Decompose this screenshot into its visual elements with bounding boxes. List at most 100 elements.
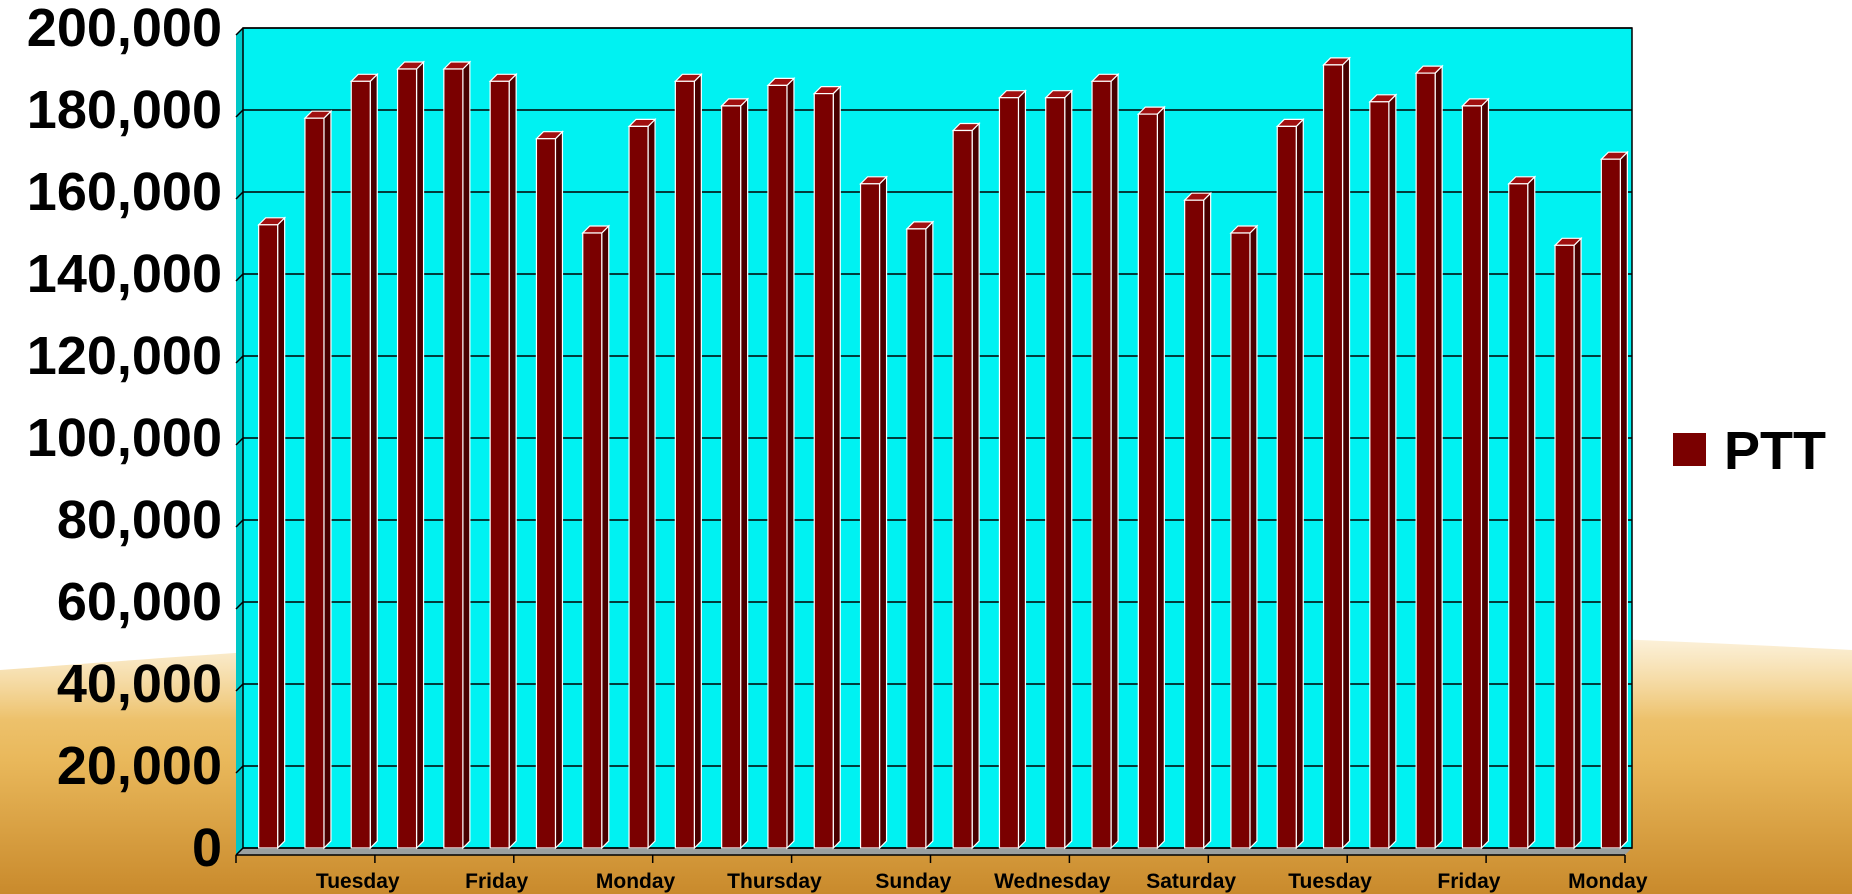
x-tick-label: Monday <box>1568 870 1648 893</box>
bar-front <box>1045 97 1066 849</box>
x-tick-label: Thursday <box>727 870 822 893</box>
bar <box>581 224 611 850</box>
bar <box>442 60 472 850</box>
bar-side <box>786 76 795 850</box>
y-tick-label: 60,000 <box>57 572 222 632</box>
bar-front <box>952 129 973 849</box>
bar-front <box>535 138 557 849</box>
bar-front <box>628 125 649 849</box>
bar-front <box>350 80 371 849</box>
bar <box>1090 72 1120 850</box>
bar-side <box>1573 236 1582 850</box>
bar <box>535 130 564 850</box>
bar-side <box>1064 89 1073 850</box>
bar-front <box>767 84 788 849</box>
gridline-depth <box>235 273 244 282</box>
y-tick-label: 100,000 <box>27 408 222 468</box>
bar-side <box>878 175 888 850</box>
bar-side <box>1017 89 1027 850</box>
bar <box>1229 224 1259 850</box>
bar-front <box>721 105 742 849</box>
bar-front <box>396 68 418 849</box>
bar-side <box>277 216 286 850</box>
bar-side <box>1249 224 1258 850</box>
bar <box>1461 97 1490 850</box>
bar-front <box>443 68 464 849</box>
y-tick-label: 200,000 <box>27 0 222 58</box>
x-tick-label: Friday <box>465 870 528 893</box>
gridline-depth <box>235 683 244 692</box>
x-tick-label: Wednesday <box>994 870 1111 893</box>
legend-swatch <box>1673 433 1706 466</box>
bar-side <box>1295 117 1304 850</box>
bar-front <box>1415 72 1436 849</box>
bar-front <box>1554 244 1575 849</box>
bar-side <box>1434 64 1443 850</box>
bar <box>1553 236 1583 850</box>
gridline-depth <box>235 437 244 446</box>
x-tick-label: Saturday <box>1146 870 1236 893</box>
bar-side <box>1480 97 1490 850</box>
bar <box>998 89 1027 850</box>
bar-side <box>925 220 934 850</box>
x-tick-label: Tuesday <box>1288 870 1372 893</box>
y-tick-label: 0 <box>192 818 222 878</box>
bar <box>905 220 935 850</box>
axes <box>235 854 1626 863</box>
bar-front <box>1508 183 1529 849</box>
bar <box>812 85 842 850</box>
bar-front <box>1600 158 1621 849</box>
bar <box>1136 105 1166 850</box>
bar <box>349 72 379 850</box>
bar-front <box>1276 125 1297 849</box>
bar-side <box>323 109 332 850</box>
bar <box>1599 150 1629 850</box>
bar <box>627 117 657 850</box>
bar-side <box>415 60 425 850</box>
bar-front <box>859 183 881 849</box>
bar <box>1414 64 1444 850</box>
bar-side <box>369 72 378 850</box>
bar <box>859 175 888 850</box>
y-tick-labels: 0 20,000 40,000 60,000 80,000 100,000 120,000 1… <box>27 0 222 878</box>
gridline-depth <box>235 191 244 200</box>
bar-side <box>832 85 841 850</box>
x-tick-label: Monday <box>596 870 676 893</box>
bar-front <box>1184 199 1205 849</box>
plot-floor <box>236 848 1632 855</box>
bar-front <box>1230 232 1251 849</box>
bar-front <box>582 232 603 849</box>
bar-front <box>1322 64 1344 849</box>
bar <box>766 76 796 850</box>
bars <box>257 56 1629 850</box>
x-tick-label: Sunday <box>875 870 951 893</box>
bar-side <box>740 97 749 850</box>
bar <box>488 72 518 850</box>
bar-side <box>1110 72 1119 850</box>
y-tick-label: 160,000 <box>27 162 222 222</box>
x-tick-label: Friday <box>1437 870 1500 893</box>
bar-side <box>554 130 564 850</box>
gridlines <box>235 27 1632 856</box>
gridline-depth <box>235 519 244 528</box>
bar-side <box>1156 105 1165 850</box>
x-tick-labels: Tuesday Friday Monday Thursday Sunday Wednesd… <box>316 870 1648 893</box>
bar <box>720 97 750 850</box>
bar <box>1044 89 1074 850</box>
bar-front <box>1091 80 1112 849</box>
bar <box>303 109 333 850</box>
bar <box>1275 117 1305 850</box>
y-tick-label: 80,000 <box>57 490 222 550</box>
bar-side <box>508 72 517 850</box>
bar <box>396 60 425 850</box>
bar-side <box>1619 150 1628 850</box>
gridline-depth <box>235 601 244 610</box>
bar-front <box>906 228 927 849</box>
y-tick-label: 140,000 <box>27 244 222 304</box>
bar <box>1183 191 1213 850</box>
gridline-depth <box>235 27 244 36</box>
legend-label: PTT <box>1724 421 1826 481</box>
legend: PTT <box>1673 421 1826 481</box>
bar <box>257 216 287 850</box>
